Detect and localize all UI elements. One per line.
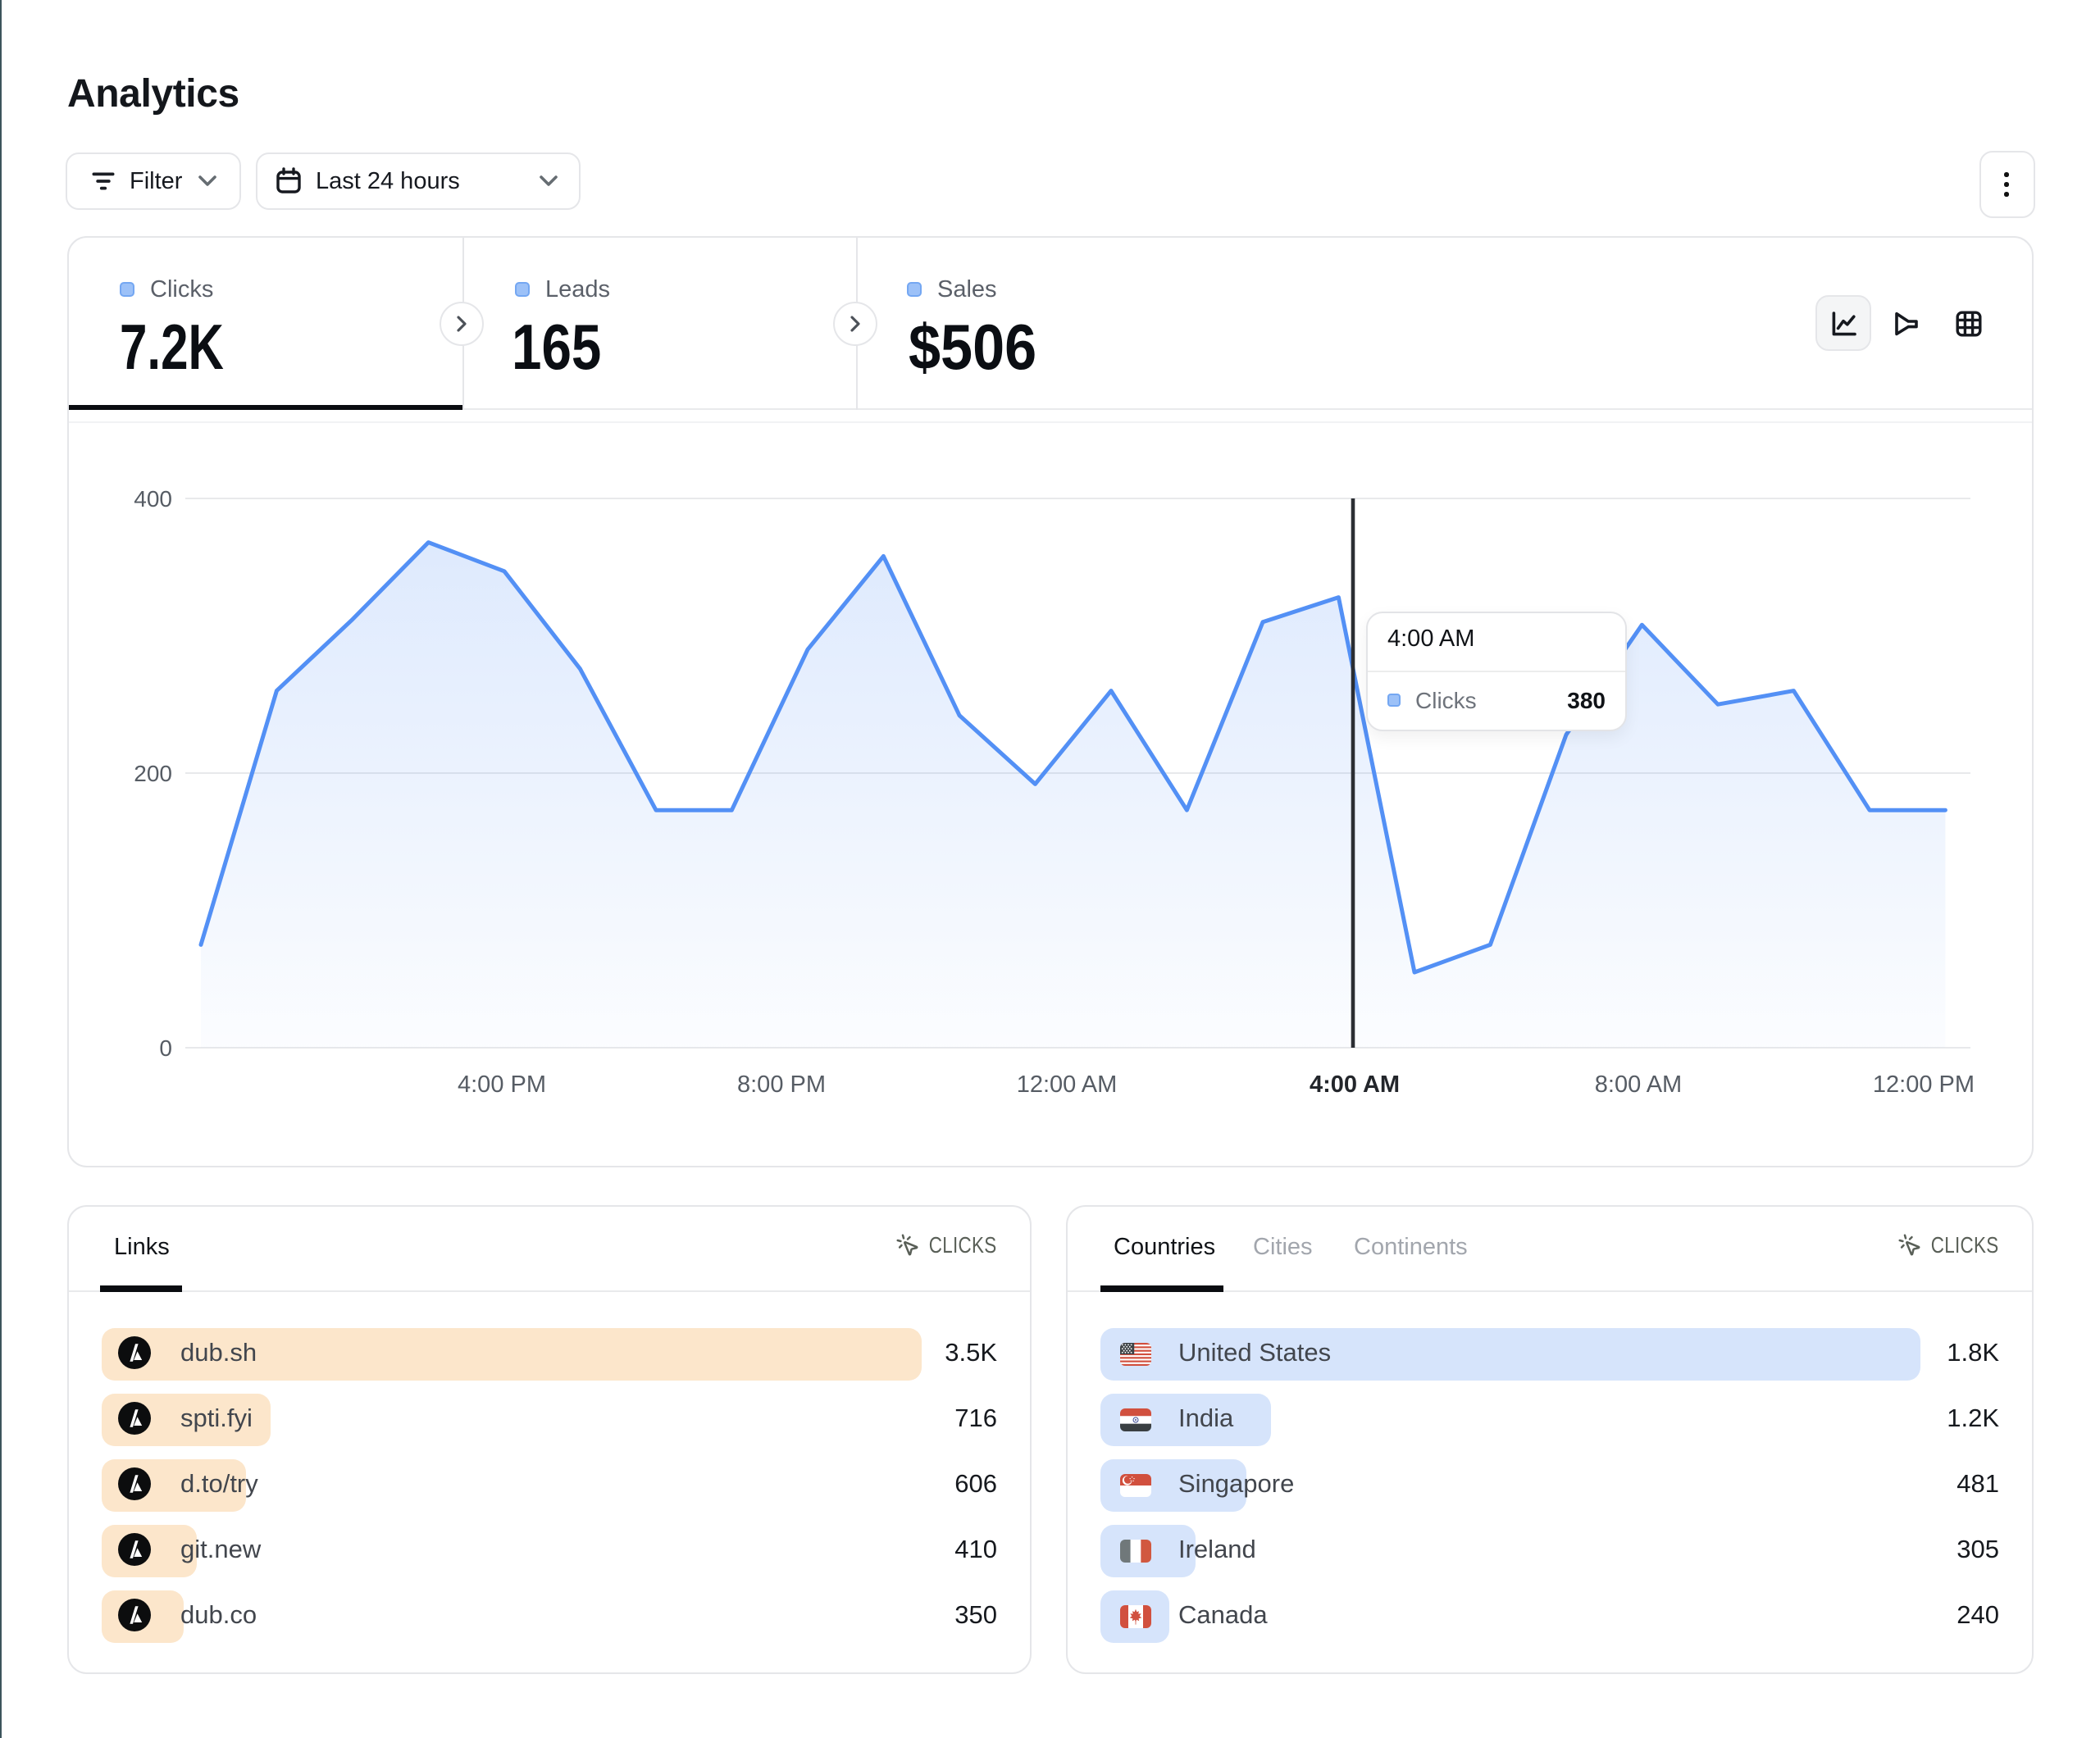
svg-text:12:00 PM: 12:00 PM: [1873, 1071, 1975, 1098]
svg-text:8:00 AM: 8:00 AM: [1595, 1071, 1682, 1098]
svg-text:0: 0: [159, 1035, 172, 1061]
svg-text:12:00 AM: 12:00 AM: [1017, 1071, 1118, 1098]
svg-text:4:00 AM: 4:00 AM: [1310, 1071, 1400, 1098]
svg-text:200: 200: [134, 761, 172, 786]
svg-text:400: 400: [134, 486, 172, 512]
svg-text:8:00 PM: 8:00 PM: [737, 1071, 826, 1098]
svg-text:4:00 PM: 4:00 PM: [458, 1071, 546, 1098]
